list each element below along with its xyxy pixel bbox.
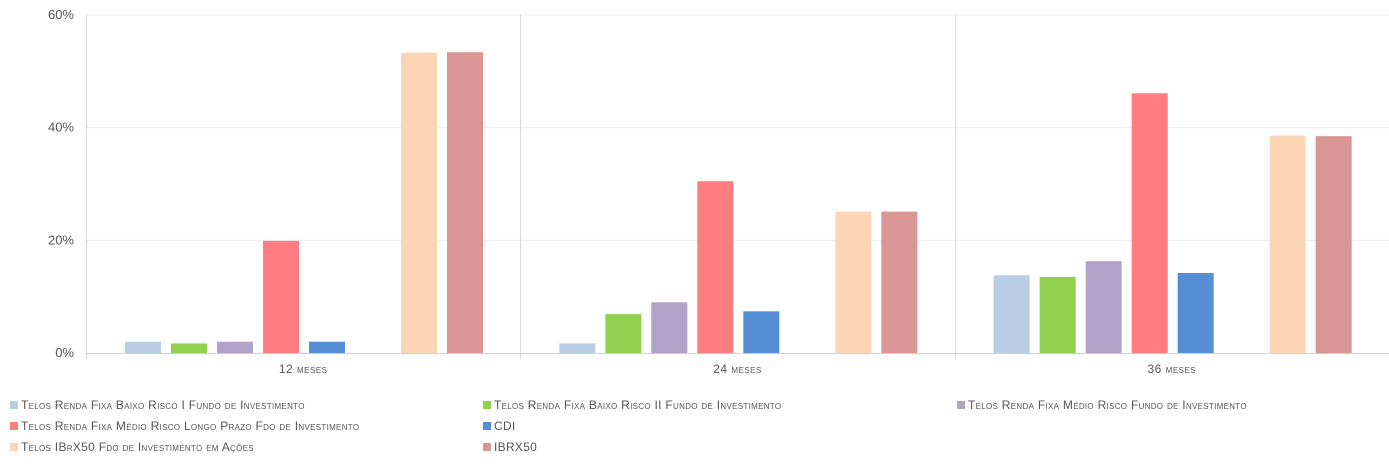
bar <box>605 314 642 353</box>
bar <box>835 211 872 353</box>
y-tick-label: 60% <box>48 7 74 22</box>
bar <box>1039 276 1076 353</box>
legend-label: Telos Renda Fixa Médio Risco Longo Prazo… <box>21 418 360 433</box>
legend: Telos Renda Fixa Baixo Risco I Fundo de … <box>10 394 1380 457</box>
legend-row: Telos IBrX50 Fdo de Investimento em Açõe… <box>10 436 1380 457</box>
legend-item[interactable]: Telos Renda Fixa Baixo Risco II Fundo de… <box>483 398 957 412</box>
x-tick-label: 36 meses <box>1147 362 1196 376</box>
bar <box>263 240 299 353</box>
y-tick-label: 20% <box>48 232 74 247</box>
legend-label: Telos IBrX50 Fdo de Investimento em Açõe… <box>21 439 254 454</box>
bar <box>993 275 1030 353</box>
bar <box>743 311 780 353</box>
legend-item[interactable]: Telos IBrX50 Fdo de Investimento em Açõe… <box>10 440 483 454</box>
bar <box>881 211 918 353</box>
legend-row: Telos Renda Fixa Baixo Risco I Fundo de … <box>10 394 1380 415</box>
bar <box>125 341 161 353</box>
x-axis-labels: 12 meses 24 meses 36 meses <box>279 362 1196 376</box>
legend-swatch <box>483 400 491 409</box>
legend-label: IBRX50 <box>494 439 538 454</box>
bar-chart: 0% 20% 40% 60% 12 meses 24 meses 36 meses <box>48 7 1389 376</box>
category-dividers <box>86 15 956 359</box>
bar <box>401 52 437 353</box>
bar <box>447 52 483 354</box>
legend-label: Telos Renda Fixa Médio Risco Fundo de In… <box>968 397 1247 412</box>
y-tick-label: 40% <box>48 120 74 135</box>
bar <box>1131 93 1168 353</box>
gridlines <box>86 14 1389 241</box>
bar <box>1315 136 1352 353</box>
bar <box>1085 261 1122 353</box>
x-tick-label: 12 meses <box>279 362 328 376</box>
legend-swatch <box>10 400 18 409</box>
bar <box>1269 135 1306 353</box>
legend-swatch <box>10 421 18 430</box>
legend-item[interactable]: Telos Renda Fixa Médio Risco Fundo de In… <box>957 398 1247 412</box>
bar <box>559 343 596 353</box>
legend-item[interactable]: Telos Renda Fixa Baixo Risco I Fundo de … <box>10 398 483 412</box>
legend-swatch <box>483 421 491 430</box>
legend-item[interactable]: CDI <box>483 419 516 433</box>
bar <box>309 341 345 353</box>
legend-row: Telos Renda Fixa Médio Risco Longo Prazo… <box>10 415 1380 436</box>
legend-swatch <box>483 442 491 451</box>
legend-label: Telos Renda Fixa Baixo Risco II Fundo de… <box>494 397 782 412</box>
legend-swatch <box>957 400 965 409</box>
legend-item[interactable]: IBRX50 <box>483 440 537 454</box>
legend-label: Telos Renda Fixa Baixo Risco I Fundo de … <box>21 397 305 412</box>
legend-label: CDI <box>494 418 516 433</box>
bars <box>125 52 1352 354</box>
bar <box>171 343 207 353</box>
bar <box>651 302 688 353</box>
bar <box>697 181 734 353</box>
x-tick-label: 24 meses <box>713 362 762 376</box>
bar <box>1177 273 1214 353</box>
y-tick-label: 0% <box>55 345 74 360</box>
y-axis-ticks: 0% 20% 40% 60% <box>48 7 74 360</box>
legend-swatch <box>10 442 18 451</box>
legend-item[interactable]: Telos Renda Fixa Médio Risco Longo Prazo… <box>10 419 483 433</box>
bar <box>217 341 253 353</box>
